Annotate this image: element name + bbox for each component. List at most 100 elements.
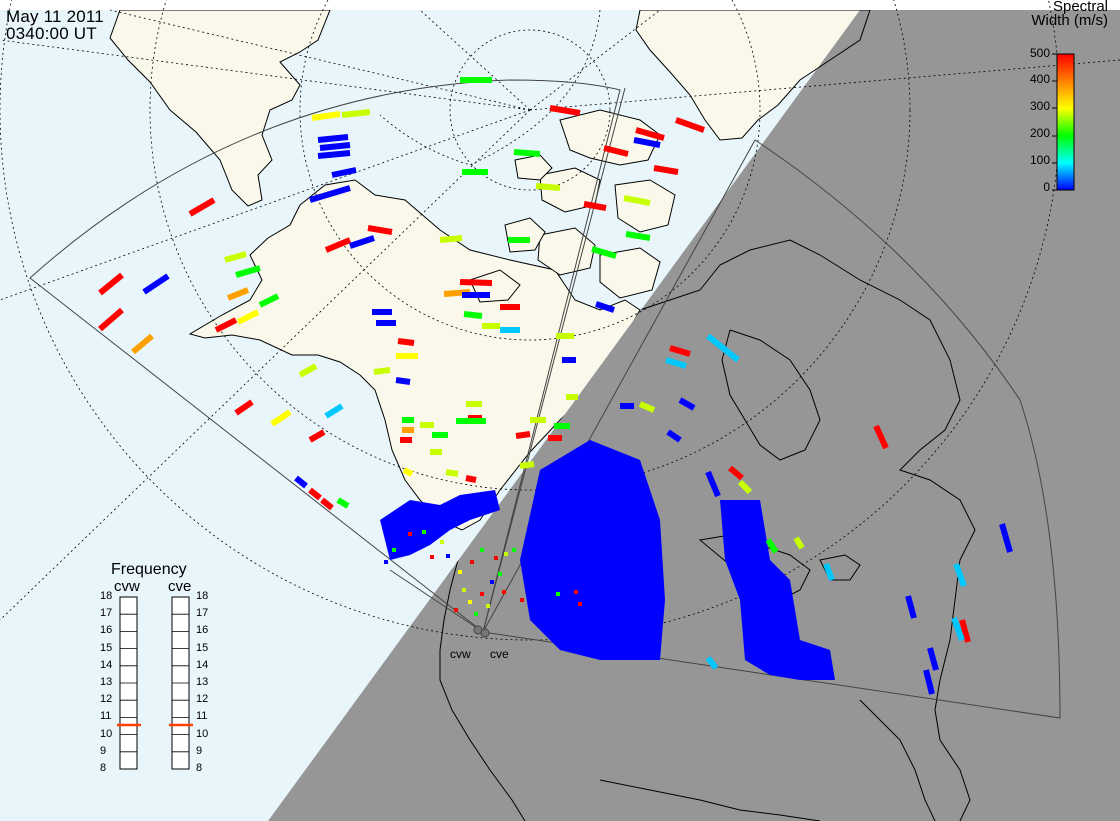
echo-segment: [623, 195, 651, 206]
echo-segment: [728, 465, 744, 481]
echo-segment: [669, 345, 691, 357]
echo-segment: [633, 137, 661, 148]
echo-gate: [566, 604, 570, 608]
cve-site-label: cve: [490, 647, 509, 661]
echo-segment: [131, 333, 154, 355]
echo-segment: [705, 470, 721, 498]
backscatter-echoes: [98, 77, 1013, 695]
echo-segment: [583, 201, 607, 211]
night-terminator-shade: [268, 10, 1120, 821]
echo-segment: [373, 367, 391, 375]
echo-segment: [666, 429, 682, 443]
colorbar-tick-0: 0: [1043, 180, 1050, 194]
echo-segment: [519, 461, 535, 469]
echo-segment: [367, 225, 393, 235]
cve-frequency-tick-label: 8: [196, 762, 203, 774]
echo-segment: [98, 307, 124, 332]
echo-segment: [234, 399, 254, 416]
echo-segment: [595, 301, 615, 313]
echo-segment: [317, 150, 351, 159]
echo-segment: [635, 127, 665, 141]
echo-segment: [678, 397, 696, 411]
cvw-frequency-tick-label: 17: [100, 607, 113, 620]
echo-segment: [402, 467, 414, 477]
echo-segment: [224, 251, 247, 263]
cve-frequency-tick-label: 17: [196, 607, 209, 620]
cvw-frequency-tick-label: 10: [100, 727, 113, 740]
echo-segment: [258, 293, 280, 308]
cve-frequency-tick-label: 11: [196, 710, 208, 723]
date-label: May 11 2011: [6, 7, 104, 26]
echo-gate: [408, 532, 412, 536]
echo-gate: [454, 608, 458, 612]
echo-segment: [999, 523, 1013, 553]
echo-segment: [638, 401, 656, 413]
echo-gate: [440, 540, 444, 544]
echo-segment: [188, 197, 216, 217]
radar-sites: [473, 625, 490, 638]
echo-segment: [298, 363, 318, 378]
echo-segment: [923, 669, 935, 695]
cve-frequency-tick-label: 12: [196, 693, 209, 706]
cvw-frequency-tick-label: 14: [100, 658, 113, 671]
echo-gate: [468, 600, 472, 604]
echo-gate: [578, 602, 582, 606]
cve-frequency-tick-label: 18: [196, 590, 209, 602]
echo-segment: [953, 562, 967, 588]
echo-segment: [674, 117, 706, 133]
echo-segment: [445, 469, 459, 477]
echo-gate: [480, 592, 484, 596]
echo-gate: [574, 590, 578, 594]
cvw-frequency-tick-label: 15: [100, 641, 113, 654]
echo-segment: [459, 279, 493, 286]
echo-gate: [486, 604, 490, 608]
echo-segment: [395, 377, 411, 385]
echo-segment: [439, 235, 463, 243]
echo-gate: [392, 548, 396, 552]
echo-gate: [512, 548, 516, 552]
echo-segment: [319, 142, 351, 151]
echo-segment: [324, 237, 352, 253]
colorbar-tick-500: 500: [1029, 46, 1050, 60]
echo-segment: [320, 497, 334, 511]
color-bar: [1052, 53, 1075, 191]
echo-gate: [504, 552, 508, 556]
echo-gate: [480, 548, 484, 552]
echo-segment: [737, 479, 753, 495]
echo-segment: [324, 403, 344, 419]
echo-segment: [951, 616, 965, 642]
echo-segment: [905, 595, 917, 619]
cve-frequency-tick-label: 9: [196, 744, 203, 757]
echo-segment: [665, 357, 687, 369]
echo-segment: [823, 562, 835, 582]
time-label: 0340:00 UT: [6, 24, 97, 43]
echo-segment: [317, 134, 349, 143]
cvw-frequency-label: cvw: [114, 578, 140, 595]
cvw-frequency-tick-label: 16: [100, 624, 113, 637]
cvw-frequency-tick-label: 12: [100, 693, 113, 706]
cve-frequency-tick-label: 13: [196, 676, 209, 688]
colorbar-title-line1: Spectral: [1052, 0, 1108, 15]
cvw-frequency-tick-label: 13: [100, 676, 113, 688]
echo-gate: [556, 592, 560, 596]
echo-segment: [142, 273, 170, 295]
colorbar-tick-100: 100: [1029, 153, 1050, 167]
echo-gate: [446, 554, 450, 558]
colorbar-tick-400: 400: [1029, 72, 1050, 86]
colorbar-title-line2: Width (m/s): [1031, 12, 1108, 29]
echo-segment: [98, 272, 124, 296]
echo-gate: [422, 530, 426, 534]
cvw-site-label: cvw: [450, 647, 471, 661]
echo-segment: [535, 183, 561, 191]
cve-frequency-label: cve: [168, 578, 192, 595]
cvw-frequency-tick-label: 18: [100, 590, 113, 602]
cve-frequency-tick-label: 16: [196, 624, 209, 637]
cvw-frequency-tick-label: 11: [100, 710, 112, 723]
colorbar-tick-300: 300: [1029, 99, 1050, 113]
echo-segment: [331, 167, 357, 178]
echo-gate: [474, 612, 478, 616]
echo-gate: [498, 572, 502, 576]
echo-gate: [470, 560, 474, 564]
echo-gate: [462, 588, 466, 592]
